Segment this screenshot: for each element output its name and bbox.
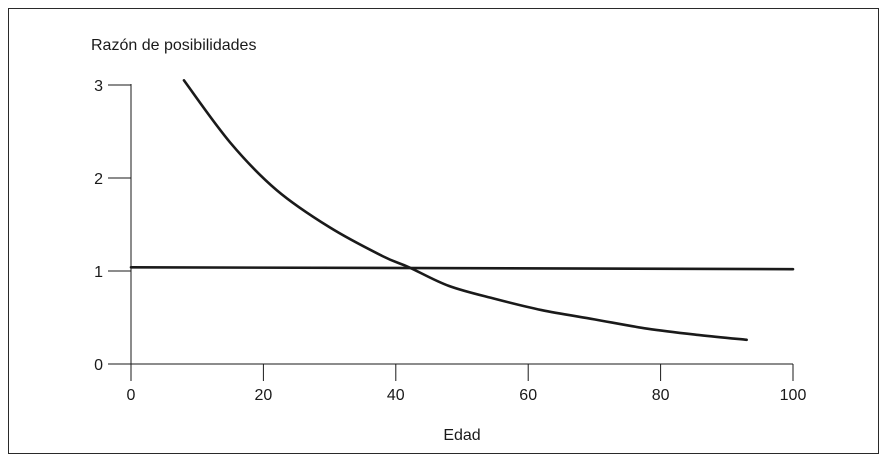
- x-axis-label: Edad: [443, 427, 480, 444]
- chart-frame: [8, 8, 879, 454]
- x-tick-label: 100: [780, 387, 807, 404]
- x-tick-label: 60: [519, 387, 537, 404]
- y-tick-label: 3: [94, 78, 103, 95]
- x-tick-label: 20: [255, 387, 273, 404]
- x-tick-label: 0: [127, 387, 136, 404]
- reference-line: [129, 265, 795, 271]
- y-tick-label: 0: [94, 357, 103, 374]
- y-tick-label: 2: [94, 171, 103, 188]
- x-tick-label: 40: [387, 387, 405, 404]
- y-tick-label: 1: [94, 264, 103, 281]
- y-axis-label: Razón de posibilidades: [91, 37, 256, 54]
- decreasing-curve: [182, 79, 748, 342]
- x-tick-label: 80: [652, 387, 670, 404]
